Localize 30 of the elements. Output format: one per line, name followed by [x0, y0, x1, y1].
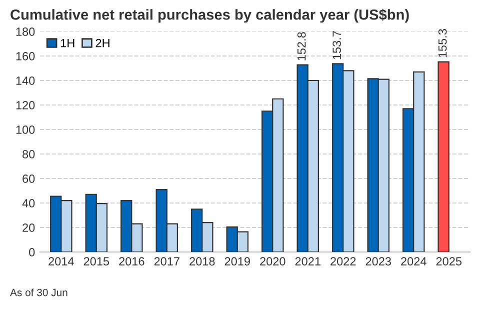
x-tick-label: 2019 — [224, 257, 250, 266]
chart-title: Cumulative net retail purchases by calendar year (US$bn) — [10, 8, 409, 23]
y-tick-label: 180 — [16, 28, 35, 36]
x-tick-label: 2021 — [295, 257, 320, 266]
y-tick-label: 100 — [16, 126, 35, 134]
x-tick-label: 2015 — [84, 257, 110, 266]
x-tick-label: 2016 — [119, 257, 144, 266]
y-tick-label: 140 — [16, 76, 35, 85]
x-tick-label: 2014 — [48, 257, 74, 266]
x-tick-label: 2020 — [260, 257, 286, 266]
y-tick-label: 160 — [16, 52, 35, 60]
y-tick-label: 120 — [16, 101, 35, 110]
x-tick-label: 2017 — [154, 257, 180, 266]
legend-label: 1H — [60, 39, 74, 48]
x-tick-label: 2023 — [366, 257, 391, 266]
data-label: 153.7 — [332, 31, 341, 60]
x-tick-label: 2025 — [436, 257, 462, 266]
bar — [438, 61, 450, 252]
x-tick-label: 2024 — [401, 257, 426, 266]
y-tick-label: 80 — [22, 150, 35, 158]
data-label: 155.3 — [438, 29, 447, 58]
text: As of 30 Jun — [10, 288, 68, 296]
data-label: 152.8 — [297, 32, 306, 60]
y-tick-label: 40 — [22, 199, 35, 208]
y-tick-label: 0 — [29, 248, 35, 256]
y-tick-label: 60 — [22, 174, 35, 183]
x-tick-label: 2018 — [190, 257, 215, 266]
legend-label: 2H — [96, 38, 110, 48]
y-tick-label: 20 — [22, 224, 35, 232]
x-tick-label: 2022 — [330, 257, 356, 266]
